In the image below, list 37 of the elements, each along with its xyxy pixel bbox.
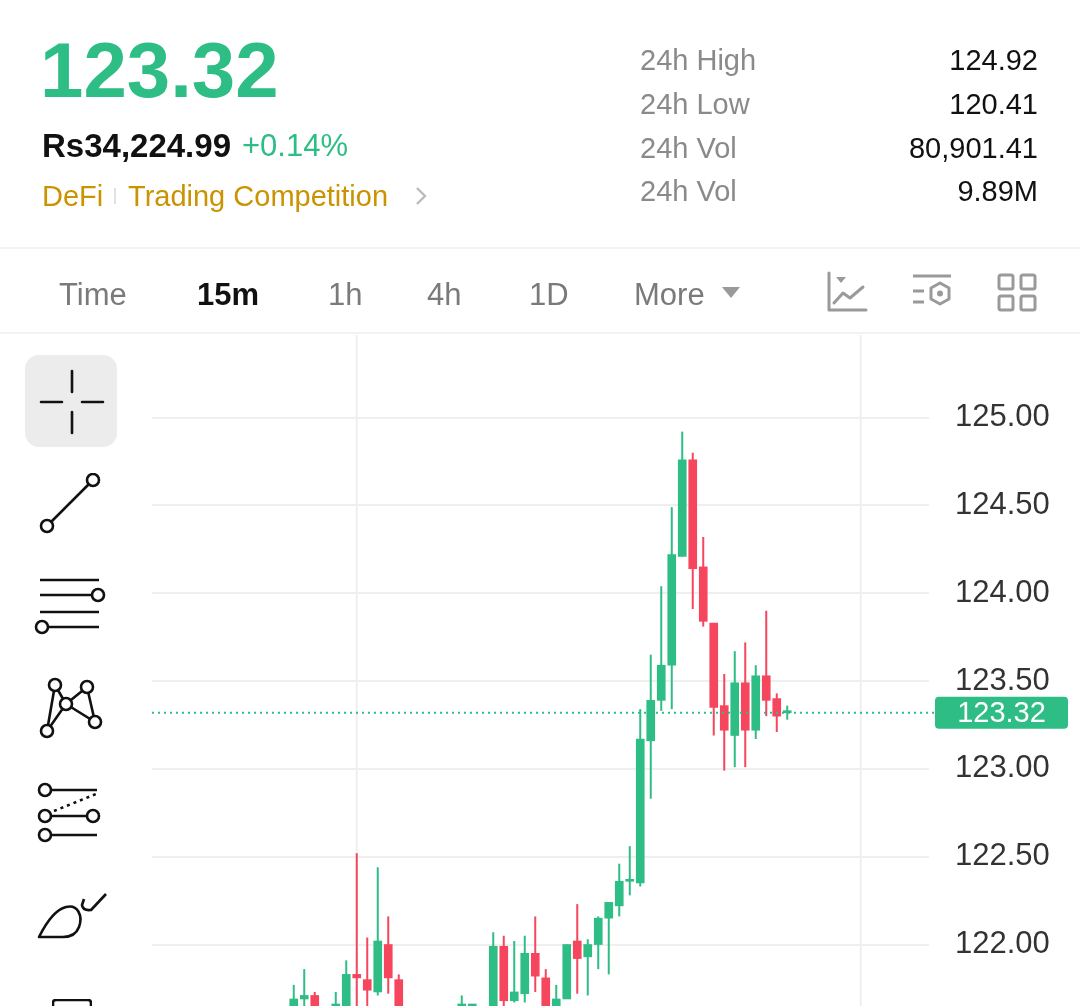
text: 120.41 — [949, 87, 1038, 120]
y-tick-label: 122.50 — [955, 837, 1050, 873]
text: 24h Vol — [640, 174, 737, 207]
text: +0.14% — [242, 127, 349, 163]
text: Trading Competition — [128, 179, 389, 212]
text: 1h — [328, 276, 363, 312]
candlestick — [572, 903, 582, 995]
candlestick — [299, 968, 309, 1006]
candlestick — [362, 936, 372, 1006]
text: 124.92 — [949, 43, 1038, 76]
text: 80,901.41 — [908, 131, 1038, 164]
candlestick — [551, 983, 561, 1006]
text: 24h Vol — [640, 131, 737, 164]
ref-line-label: 123.32 — [957, 695, 1046, 728]
text: 24h High — [640, 43, 757, 76]
chart-title: 123.32 — [40, 26, 279, 114]
y-tick-label: 122.00 — [955, 925, 1050, 961]
candlestick — [457, 994, 467, 1006]
y-tick-label: 124.00 — [955, 573, 1050, 609]
candlestick — [289, 983, 299, 1006]
text: 24h Low — [640, 87, 750, 120]
text: DeFi — [42, 179, 104, 212]
chart-subtitle: Rs34,224.99 — [42, 126, 231, 164]
y-tick-label: 125.00 — [955, 398, 1050, 434]
text: 4h — [427, 276, 462, 312]
candlestick — [352, 852, 362, 1006]
y-tick-label: 124.50 — [955, 485, 1050, 521]
text: Time — [59, 276, 127, 312]
text: 9.89M — [957, 174, 1038, 207]
candlestick — [583, 938, 593, 997]
candlestick — [331, 990, 341, 1006]
candlestick — [530, 915, 540, 993]
text: 15m — [197, 276, 260, 312]
y-tick-label: 123.50 — [955, 661, 1050, 697]
text: 1D — [529, 276, 569, 312]
text: More — [634, 276, 705, 312]
y-tick-label: 123.00 — [955, 749, 1050, 785]
